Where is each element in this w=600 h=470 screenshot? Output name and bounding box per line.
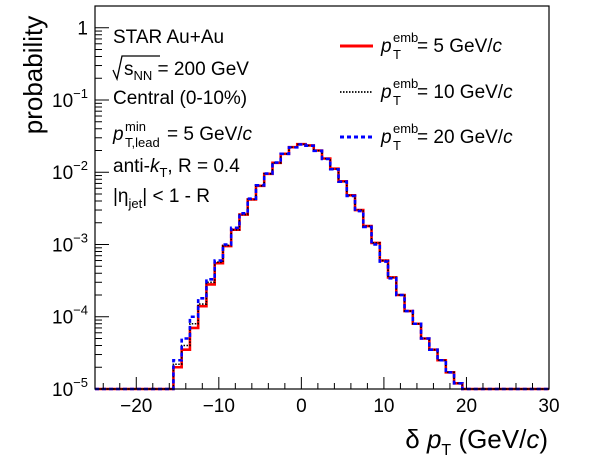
x-tick-label: −10	[203, 396, 235, 417]
svg-text:emb: emb	[393, 121, 418, 136]
svg-text:p: p	[380, 36, 392, 57]
svg-text:= 20 GeV/c: = 20 GeV/c	[417, 127, 513, 148]
svg-text:T: T	[393, 47, 401, 62]
svg-text:min: min	[125, 119, 146, 134]
svg-text:T: T	[393, 138, 401, 153]
svg-text:p: p	[380, 127, 392, 148]
x-tick-label: 0	[296, 396, 307, 417]
y-axis-title: probability	[18, 16, 48, 135]
svg-text:emb: emb	[393, 30, 418, 45]
annotation-energy: sNN = 200 GeV	[113, 56, 249, 83]
x-axis-title: δ pT (GeV/c)	[405, 424, 548, 459]
x-tick-label: 30	[538, 396, 559, 417]
svg-text:p: p	[112, 124, 124, 145]
svg-text:emb: emb	[393, 76, 418, 91]
svg-text:= 5 GeV/c: = 5 GeV/c	[417, 36, 503, 57]
y-tick-label: 1	[77, 19, 88, 40]
svg-text:T,lead: T,lead	[125, 135, 160, 150]
annotation-algorithm: anti-kT, R = 0.4	[113, 156, 240, 180]
svg-text:p: p	[380, 82, 392, 103]
svg-text:= 5 GeV/c: = 5 GeV/c	[167, 124, 253, 145]
x-tick-label: 10	[373, 396, 394, 417]
svg-text:= 10 GeV/c: = 10 GeV/c	[417, 82, 513, 103]
x-tick-label: 20	[456, 396, 477, 417]
svg-text:T: T	[393, 93, 401, 108]
x-tick-label: −20	[120, 396, 152, 417]
annotation-experiment: STAR Au+Au	[113, 27, 224, 48]
annotation-centrality: Central (0-10%)	[113, 88, 247, 109]
